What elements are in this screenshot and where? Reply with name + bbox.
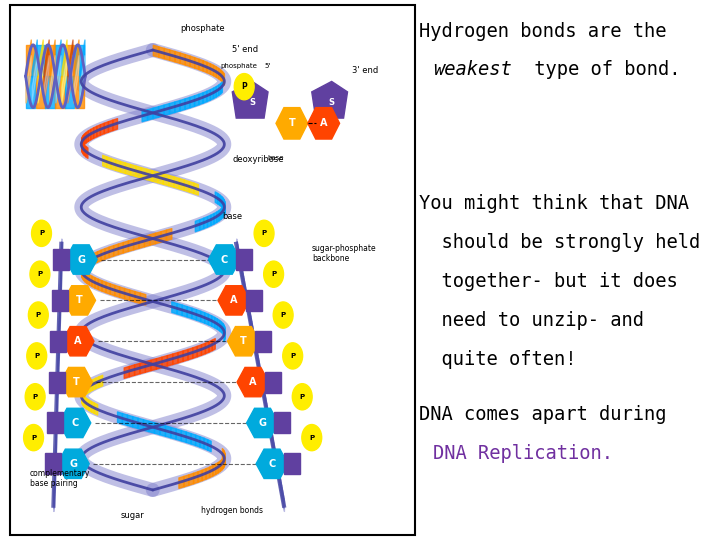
Text: P: P: [34, 353, 40, 359]
Circle shape: [254, 220, 274, 246]
Text: phosphate: phosphate: [181, 24, 225, 33]
Text: C: C: [269, 459, 276, 469]
Text: sugar: sugar: [121, 511, 145, 520]
Text: hydrogen bonds: hydrogen bonds: [202, 505, 264, 515]
Circle shape: [292, 383, 312, 410]
Polygon shape: [256, 331, 271, 352]
Text: weakest: weakest: [433, 60, 512, 79]
Text: C: C: [71, 418, 78, 428]
Text: DNA Replication.: DNA Replication.: [433, 444, 613, 463]
Text: T: T: [76, 295, 83, 306]
Polygon shape: [265, 372, 281, 393]
Text: together- but it does: together- but it does: [419, 272, 678, 291]
Polygon shape: [52, 290, 68, 311]
Polygon shape: [274, 413, 290, 434]
Text: T: T: [240, 336, 247, 346]
Polygon shape: [237, 367, 269, 397]
Text: complementary
base pairing: complementary base pairing: [30, 469, 90, 489]
Text: need to unzip- and: need to unzip- and: [419, 311, 644, 330]
Circle shape: [302, 424, 322, 451]
Text: G: G: [258, 418, 266, 428]
Text: P: P: [261, 231, 266, 237]
Polygon shape: [228, 327, 259, 356]
Text: sugar-phosphate
backbone: sugar-phosphate backbone: [312, 244, 377, 263]
Polygon shape: [50, 331, 66, 352]
Polygon shape: [60, 367, 92, 397]
Polygon shape: [49, 372, 65, 393]
Polygon shape: [66, 245, 97, 274]
Text: Hydrogen bonds are the: Hydrogen bonds are the: [419, 22, 667, 40]
Polygon shape: [256, 449, 288, 478]
Text: P: P: [36, 312, 41, 318]
Circle shape: [273, 302, 293, 328]
Polygon shape: [47, 413, 63, 434]
Polygon shape: [62, 327, 94, 356]
Text: deoxyribose: deoxyribose: [233, 155, 284, 164]
Text: type of bond.: type of bond.: [523, 60, 681, 79]
Text: A: A: [249, 377, 257, 387]
Text: P: P: [37, 271, 42, 277]
Polygon shape: [58, 449, 89, 478]
Text: G: G: [77, 254, 85, 265]
Polygon shape: [312, 82, 348, 118]
Polygon shape: [276, 107, 307, 139]
Text: A: A: [230, 295, 238, 306]
Text: S: S: [249, 98, 255, 107]
Text: P: P: [39, 231, 44, 237]
Text: P: P: [32, 394, 37, 400]
Circle shape: [234, 73, 254, 100]
Polygon shape: [64, 286, 96, 315]
Circle shape: [27, 343, 47, 369]
Circle shape: [264, 261, 284, 287]
Text: P: P: [300, 394, 305, 400]
Text: T: T: [289, 118, 295, 129]
Polygon shape: [233, 82, 268, 118]
Polygon shape: [236, 249, 252, 270]
Text: DNA comes apart during: DNA comes apart during: [419, 405, 667, 424]
Circle shape: [32, 220, 51, 246]
Text: should be strongly held: should be strongly held: [419, 233, 701, 252]
Circle shape: [30, 261, 50, 287]
Text: P: P: [271, 271, 276, 277]
Text: 3' end: 3' end: [351, 66, 378, 75]
Text: base: base: [222, 212, 243, 221]
Polygon shape: [208, 245, 240, 274]
Polygon shape: [246, 290, 261, 311]
Circle shape: [28, 302, 48, 328]
Circle shape: [283, 343, 302, 369]
Text: phosphate: phosphate: [220, 63, 257, 69]
Text: A: A: [320, 118, 328, 129]
FancyBboxPatch shape: [10, 5, 415, 535]
Polygon shape: [45, 454, 61, 474]
Text: C: C: [221, 254, 228, 265]
Text: G: G: [69, 459, 77, 469]
Text: quite often!: quite often!: [419, 350, 577, 369]
Polygon shape: [246, 408, 279, 437]
Text: 5': 5': [265, 63, 271, 69]
Text: P: P: [290, 353, 295, 359]
Text: P: P: [31, 435, 36, 441]
Text: base: base: [268, 155, 284, 161]
Polygon shape: [218, 286, 250, 315]
Text: P: P: [309, 435, 315, 441]
Polygon shape: [59, 408, 91, 437]
Circle shape: [24, 424, 43, 451]
Text: You might think that DNA: You might think that DNA: [419, 194, 689, 213]
Text: T: T: [73, 377, 80, 387]
Text: 5' end: 5' end: [233, 45, 258, 54]
Text: A: A: [74, 336, 82, 346]
Text: S: S: [328, 98, 335, 107]
Circle shape: [25, 383, 45, 410]
Polygon shape: [53, 249, 69, 270]
Polygon shape: [284, 454, 300, 474]
Text: P: P: [281, 312, 286, 318]
Text: P: P: [241, 82, 247, 91]
Polygon shape: [307, 107, 340, 139]
